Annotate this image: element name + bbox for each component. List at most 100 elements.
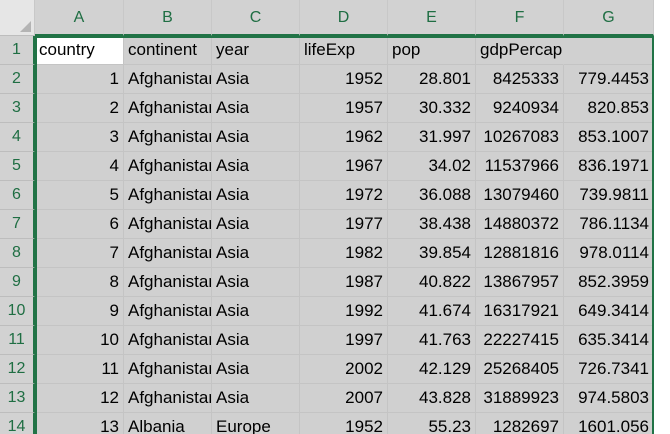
table-cell[interactable]: 8425333	[476, 65, 564, 94]
table-cell[interactable]: 1957	[300, 94, 388, 123]
row-header[interactable]: 13	[0, 384, 35, 413]
table-cell[interactable]: Asia	[212, 239, 300, 268]
table-cell[interactable]: Afghanistan	[124, 123, 212, 152]
table-cell[interactable]: Asia	[212, 326, 300, 355]
row-header[interactable]: 1	[0, 36, 35, 65]
table-cell[interactable]: 1982	[300, 239, 388, 268]
table-cell[interactable]: 13	[35, 413, 124, 434]
table-cell[interactable]: 2002	[300, 355, 388, 384]
table-cell[interactable]: 55.23	[388, 413, 476, 434]
column-header-g[interactable]: G	[564, 0, 654, 36]
table-cell[interactable]: 11537966	[476, 152, 564, 181]
table-cell[interactable]: 40.822	[388, 268, 476, 297]
table-cell[interactable]: 13079460	[476, 181, 564, 210]
table-cell[interactable]: 43.828	[388, 384, 476, 413]
table-cell[interactable]: 786.1134	[564, 210, 654, 239]
table-cell[interactable]: Afghanistan	[124, 210, 212, 239]
table-cell[interactable]: 2007	[300, 384, 388, 413]
table-cell[interactable]: Afghanistan	[124, 297, 212, 326]
table-cell[interactable]: 2	[35, 94, 124, 123]
column-header-b[interactable]: B	[124, 0, 212, 36]
table-cell[interactable]: 34.02	[388, 152, 476, 181]
column-header-f[interactable]: F	[476, 0, 564, 36]
table-cell[interactable]: 779.4453	[564, 65, 654, 94]
table-cell[interactable]: 25268405	[476, 355, 564, 384]
table-cell[interactable]: Asia	[212, 94, 300, 123]
table-cell[interactable]: Afghanistan	[124, 65, 212, 94]
table-cell[interactable]: 1601.056	[564, 413, 654, 434]
column-header-a[interactable]: A	[35, 0, 124, 36]
table-cell[interactable]: 3	[35, 123, 124, 152]
table-cell[interactable]: 649.3414	[564, 297, 654, 326]
table-cell[interactable]: 12	[35, 384, 124, 413]
table-cell[interactable]: 1997	[300, 326, 388, 355]
table-cell[interactable]: Asia	[212, 181, 300, 210]
table-cell[interactable]: 1952	[300, 65, 388, 94]
table-cell[interactable]: 8	[35, 268, 124, 297]
table-cell[interactable]: 1282697	[476, 413, 564, 434]
table-cell[interactable]: 1952	[300, 413, 388, 434]
table-cell[interactable]: 10	[35, 326, 124, 355]
table-cell[interactable]: 31.997	[388, 123, 476, 152]
row-header[interactable]: 6	[0, 181, 35, 210]
column-header-e[interactable]: E	[388, 0, 476, 36]
header-cell[interactable]: lifeExp	[300, 36, 388, 65]
table-cell[interactable]: Albania	[124, 413, 212, 434]
table-cell[interactable]: 41.763	[388, 326, 476, 355]
table-cell[interactable]: Asia	[212, 65, 300, 94]
table-cell[interactable]: 1972	[300, 181, 388, 210]
header-cell[interactable]: gdpPercap	[476, 36, 564, 65]
table-cell[interactable]: 836.1971	[564, 152, 654, 181]
table-cell[interactable]: Asia	[212, 297, 300, 326]
row-header[interactable]: 9	[0, 268, 35, 297]
table-cell[interactable]: 1977	[300, 210, 388, 239]
table-cell[interactable]: 6	[35, 210, 124, 239]
table-cell[interactable]: Afghanistan	[124, 268, 212, 297]
table-cell[interactable]: 7	[35, 239, 124, 268]
table-cell[interactable]: Afghanistan	[124, 355, 212, 384]
table-cell[interactable]: 36.088	[388, 181, 476, 210]
table-cell[interactable]: 41.674	[388, 297, 476, 326]
row-header[interactable]: 8	[0, 239, 35, 268]
table-cell[interactable]: 1987	[300, 268, 388, 297]
table-cell[interactable]: Asia	[212, 123, 300, 152]
table-cell[interactable]: 12881816	[476, 239, 564, 268]
select-all-corner[interactable]	[0, 0, 35, 36]
table-cell[interactable]: 974.5803	[564, 384, 654, 413]
table-cell[interactable]: 5	[35, 181, 124, 210]
column-header-c[interactable]: C	[212, 0, 300, 36]
table-cell[interactable]: Afghanistan	[124, 181, 212, 210]
table-cell[interactable]: Asia	[212, 355, 300, 384]
table-cell[interactable]: 30.332	[388, 94, 476, 123]
table-cell[interactable]: 14880372	[476, 210, 564, 239]
table-cell[interactable]: Afghanistan	[124, 152, 212, 181]
table-cell[interactable]: 4	[35, 152, 124, 181]
table-cell[interactable]: 38.438	[388, 210, 476, 239]
table-cell[interactable]: 1	[35, 65, 124, 94]
table-cell[interactable]: 31889923	[476, 384, 564, 413]
table-cell[interactable]: 739.9811	[564, 181, 654, 210]
table-cell[interactable]: 42.129	[388, 355, 476, 384]
active-cell[interactable]: country	[35, 36, 124, 65]
row-header[interactable]: 2	[0, 65, 35, 94]
table-cell[interactable]: Asia	[212, 210, 300, 239]
header-cell[interactable]: continent	[124, 36, 212, 65]
table-cell[interactable]: 1962	[300, 123, 388, 152]
column-header-d[interactable]: D	[300, 0, 388, 36]
row-header[interactable]: 5	[0, 152, 35, 181]
table-cell[interactable]: 820.853	[564, 94, 654, 123]
table-cell[interactable]: Afghanistan	[124, 384, 212, 413]
table-cell[interactable]: 39.854	[388, 239, 476, 268]
table-cell[interactable]: 13867957	[476, 268, 564, 297]
table-cell[interactable]: 16317921	[476, 297, 564, 326]
row-header[interactable]: 7	[0, 210, 35, 239]
table-cell[interactable]: 9240934	[476, 94, 564, 123]
table-cell[interactable]: Asia	[212, 268, 300, 297]
table-cell[interactable]: 852.3959	[564, 268, 654, 297]
table-cell[interactable]: Asia	[212, 384, 300, 413]
table-cell[interactable]: 635.3414	[564, 326, 654, 355]
table-cell[interactable]: Asia	[212, 152, 300, 181]
row-header[interactable]: 11	[0, 326, 35, 355]
table-cell[interactable]: 11	[35, 355, 124, 384]
